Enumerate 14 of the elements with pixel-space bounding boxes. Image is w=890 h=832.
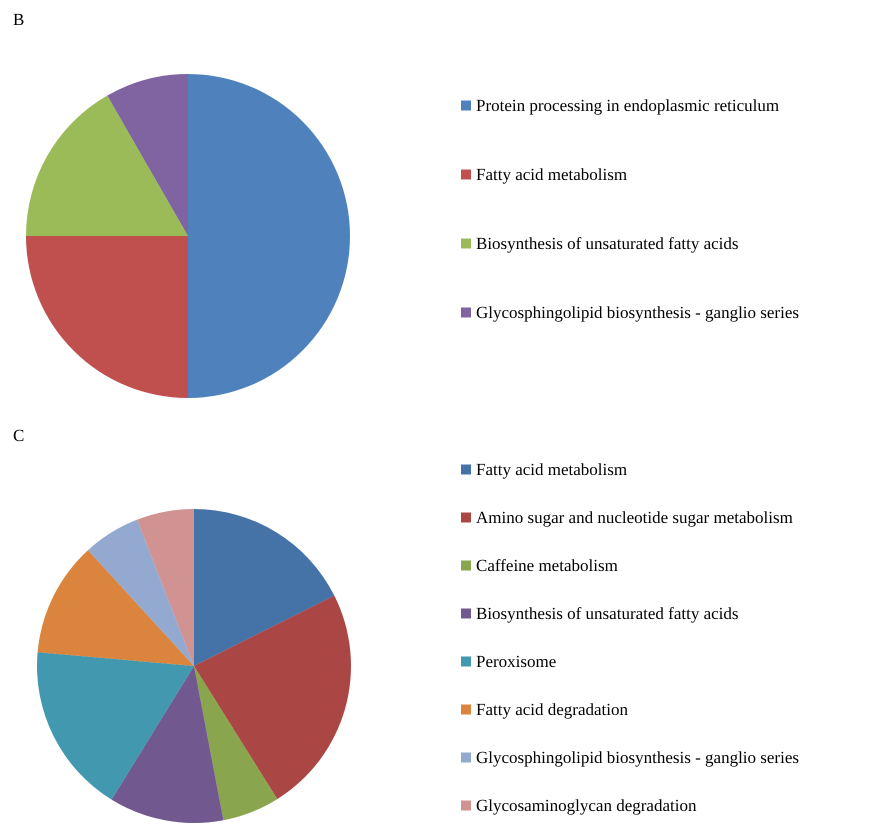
legend-label: Biosynthesis of unsaturated fatty acids <box>476 604 739 623</box>
legend-label: Glycosphingolipid biosynthesis - ganglio series <box>476 748 799 767</box>
legend-label: Biosynthesis of unsaturated fatty acids <box>476 234 739 253</box>
legend-label: Caffeine metabolism <box>476 556 618 575</box>
legend-label: Fatty acid metabolism <box>476 165 628 184</box>
legend-label: Fatty acid metabolism <box>476 460 628 479</box>
legend-label: Protein processing in endoplasmic reticulum <box>476 96 780 115</box>
legend-label: Glycosaminoglycan degradation <box>476 796 697 815</box>
legend-label: Peroxisome <box>476 652 556 671</box>
legend-label: Fatty acid degradation <box>476 700 629 719</box>
chart-title: C <box>13 426 24 445</box>
chart-title: B <box>13 10 24 29</box>
legend-label: Glycosphingolipid biosynthesis - ganglio series <box>476 303 799 322</box>
legend-label: Amino sugar and nucleotide sugar metabolism <box>476 508 793 527</box>
